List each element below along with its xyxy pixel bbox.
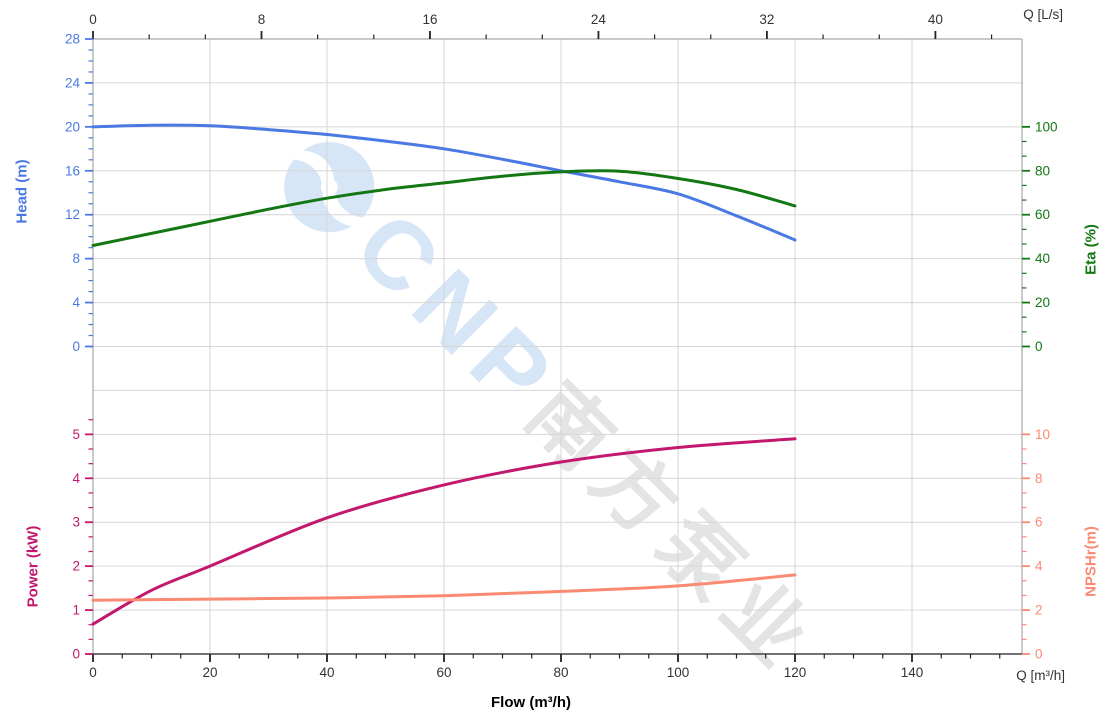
svg-text:10: 10 xyxy=(1035,427,1050,442)
svg-text:1: 1 xyxy=(72,603,80,618)
svg-text:0: 0 xyxy=(72,339,80,354)
pump-curve-chart: CNP南方泵业 08162432400204060801001201400481… xyxy=(0,0,1120,718)
svg-text:8: 8 xyxy=(1035,471,1043,486)
svg-text:2: 2 xyxy=(72,559,80,574)
svg-text:20: 20 xyxy=(1035,295,1050,310)
chart-svg: 0816243240020406080100120140048121620242… xyxy=(0,0,1120,718)
svg-text:6: 6 xyxy=(1035,515,1043,530)
head-axis: 0 4 8 12 16 20 24 28 xyxy=(65,32,93,355)
svg-text:60: 60 xyxy=(1035,207,1050,222)
npshr-axis: 0 2 4 6 8 10 xyxy=(1022,427,1050,662)
svg-text:0: 0 xyxy=(72,647,80,662)
svg-text:60: 60 xyxy=(436,665,451,680)
svg-text:32: 32 xyxy=(759,12,774,27)
svg-text:120: 120 xyxy=(784,665,807,680)
svg-text:0: 0 xyxy=(1035,339,1043,354)
svg-text:0: 0 xyxy=(1035,647,1043,662)
svg-text:4: 4 xyxy=(1035,559,1043,574)
svg-text:100: 100 xyxy=(1035,119,1058,134)
eta-axis: 0 20 40 60 80 100 xyxy=(1022,119,1058,354)
power-axis: 0 1 2 3 4 5 xyxy=(72,420,93,662)
svg-text:100: 100 xyxy=(667,665,690,680)
svg-text:8: 8 xyxy=(72,251,80,266)
svg-text:80: 80 xyxy=(553,665,568,680)
svg-text:3: 3 xyxy=(72,515,80,530)
svg-text:16: 16 xyxy=(65,163,80,178)
svg-text:20: 20 xyxy=(65,119,80,134)
svg-text:2: 2 xyxy=(1035,603,1043,618)
bottom-axis-ticks: 0 20 40 60 80 100 120 140 xyxy=(89,654,1000,680)
svg-text:4: 4 xyxy=(72,471,80,486)
grid-horizontal xyxy=(93,39,1022,654)
svg-text:40: 40 xyxy=(928,12,943,27)
svg-text:0: 0 xyxy=(89,665,97,680)
svg-text:40: 40 xyxy=(1035,251,1050,266)
svg-text:5: 5 xyxy=(72,427,80,442)
svg-text:12: 12 xyxy=(65,207,80,222)
svg-text:24: 24 xyxy=(65,75,81,90)
svg-text:16: 16 xyxy=(422,12,437,27)
top-axis-ticks: 0 8 16 24 32 40 xyxy=(89,12,991,39)
svg-text:80: 80 xyxy=(1035,163,1050,178)
svg-text:20: 20 xyxy=(202,665,217,680)
svg-text:8: 8 xyxy=(258,12,266,27)
svg-text:140: 140 xyxy=(901,665,924,680)
svg-text:28: 28 xyxy=(65,32,80,47)
svg-text:24: 24 xyxy=(591,12,607,27)
svg-text:40: 40 xyxy=(319,665,334,680)
svg-text:0: 0 xyxy=(89,12,97,27)
svg-text:4: 4 xyxy=(72,295,80,310)
